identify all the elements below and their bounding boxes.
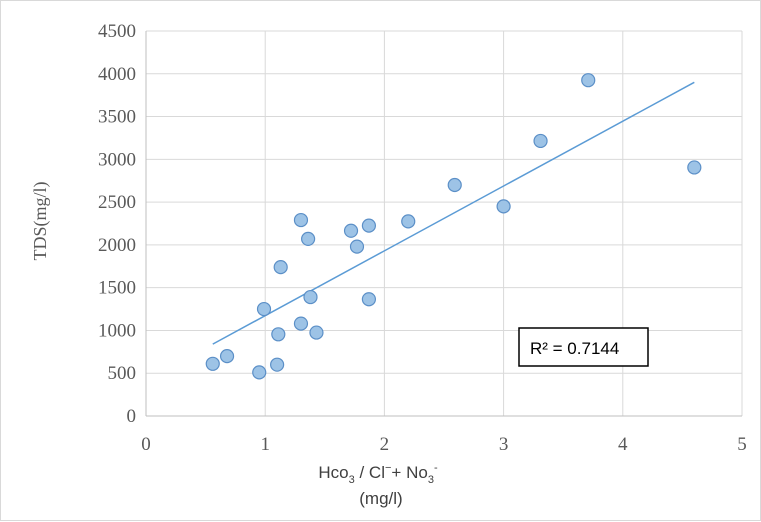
y-tick-label: 500 <box>108 363 137 384</box>
x-tick-label: 4 <box>618 434 628 455</box>
y-tick-label: 2500 <box>98 192 136 213</box>
y-tick-label: 1000 <box>98 320 136 341</box>
scatter-point <box>447 177 462 193</box>
scatter-point <box>496 199 511 214</box>
y-tick-label: 4000 <box>98 64 136 85</box>
scatter-point <box>270 357 285 372</box>
scatter-point <box>533 133 548 149</box>
scatter-point <box>309 325 324 340</box>
scatter-point <box>349 239 365 254</box>
scatter-point <box>301 231 316 246</box>
axes <box>145 31 742 417</box>
scatter-point <box>361 292 377 307</box>
scatter-point <box>273 260 288 275</box>
x-tick-label: 1 <box>260 434 270 455</box>
trendline <box>212 81 695 345</box>
scatter-point <box>252 365 267 380</box>
annotation-box <box>518 327 649 367</box>
x-tick-label: 2 <box>380 434 390 455</box>
scatter-point <box>205 356 220 371</box>
scatter-point <box>271 327 286 342</box>
r-squared-annotation: R² = 0.7144 <box>518 327 649 367</box>
scatter-point <box>293 316 309 331</box>
x-tick-label: 5 <box>737 434 747 455</box>
x-tick-label: 3 <box>499 434 509 455</box>
scatter-point <box>361 218 377 233</box>
y-axis-title: TDS(mg/l) <box>30 181 51 260</box>
y-tick-label: 1500 <box>98 278 136 299</box>
r-squared-label: R² = 0.7144 <box>530 339 619 358</box>
y-tick-label: 3500 <box>98 107 136 128</box>
scatter-point <box>581 73 596 88</box>
tick-labels: 0 500 1000 1500 2000 2500 3000 3500 4000 4500 0 1 2 3… <box>98 21 747 455</box>
scatter-point <box>401 214 416 229</box>
scatter-point <box>303 289 318 305</box>
scatter-point <box>256 301 272 317</box>
trendline-layer <box>212 81 695 345</box>
data-points <box>205 73 702 380</box>
scatter-point <box>219 349 235 364</box>
scatter-point <box>293 212 309 228</box>
y-tick-label: 0 <box>127 406 137 427</box>
x-axis-title-units: (mg/l) <box>359 489 402 508</box>
x-tick-label: 0 <box>141 434 151 455</box>
scatter-point <box>343 223 359 238</box>
gridlines <box>146 30 743 416</box>
x-axis-title: Hco3​ / Cl−​+ No3​-​ <box>318 462 438 486</box>
y-tick-label: 3000 <box>98 149 136 170</box>
y-tick-label: 2000 <box>98 235 136 256</box>
scatter-point <box>687 160 702 175</box>
y-tick-label: 4500 <box>98 21 136 42</box>
